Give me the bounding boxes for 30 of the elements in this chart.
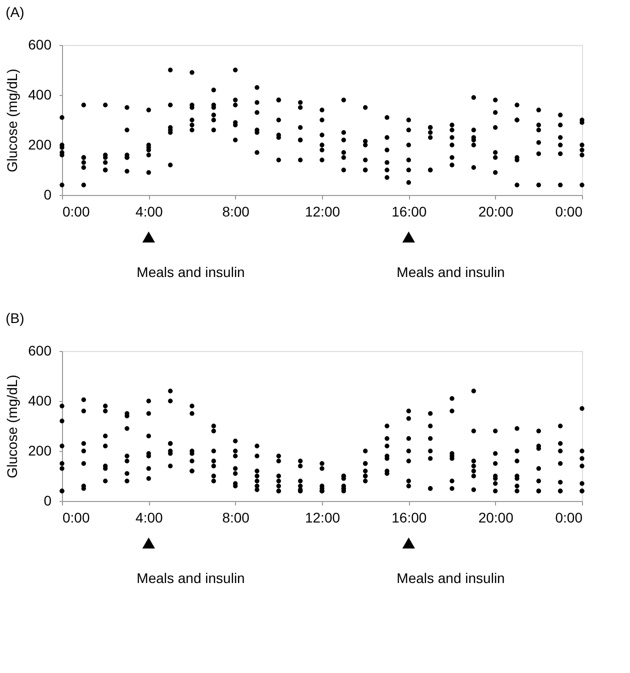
text: Meals and insulin — [396, 570, 505, 586]
y-tick-label: 200 — [28, 442, 52, 458]
text: Meals and insulin — [396, 264, 505, 280]
x-tick-label: 0:00 — [555, 204, 583, 220]
y-axis-title: Glucose (mg/dL) — [4, 374, 20, 478]
x-tick-label: 4:00 — [136, 204, 164, 220]
x-tick-label: 4:00 — [136, 510, 164, 526]
y-tick-label: 0 — [44, 186, 52, 202]
x-tick-label: 16:00 — [392, 510, 427, 526]
y-tick-label: 0 — [44, 492, 52, 508]
chart-title: (A) — [6, 4, 24, 20]
x-tick-label: 0:00 — [62, 510, 90, 526]
x-tick-label: 0:00 — [555, 510, 583, 526]
chart-title: (B) — [6, 310, 24, 326]
x-tick-label: 8:00 — [222, 204, 250, 220]
text: Meals and insulin — [136, 264, 245, 280]
y-tick-label: 600 — [28, 36, 52, 52]
x-tick-label: 16:00 — [392, 204, 427, 220]
y-tick-label: 600 — [28, 342, 52, 358]
y-tick-label: 400 — [28, 86, 52, 102]
y-tick-label: 200 — [28, 136, 52, 152]
x-tick-label: 20:00 — [478, 510, 514, 526]
x-tick-label: 12:00 — [304, 204, 340, 220]
y-tick-label: 400 — [28, 392, 52, 408]
x-tick-label: 0:00 — [62, 204, 90, 220]
x-tick-label: 8:00 — [222, 510, 250, 526]
x-tick-label: 20:00 — [478, 204, 514, 220]
y-axis-title: Glucose (mg/dL) — [4, 68, 20, 172]
text: Meals and insulin — [136, 570, 245, 586]
x-tick-label: 12:00 — [304, 510, 340, 526]
